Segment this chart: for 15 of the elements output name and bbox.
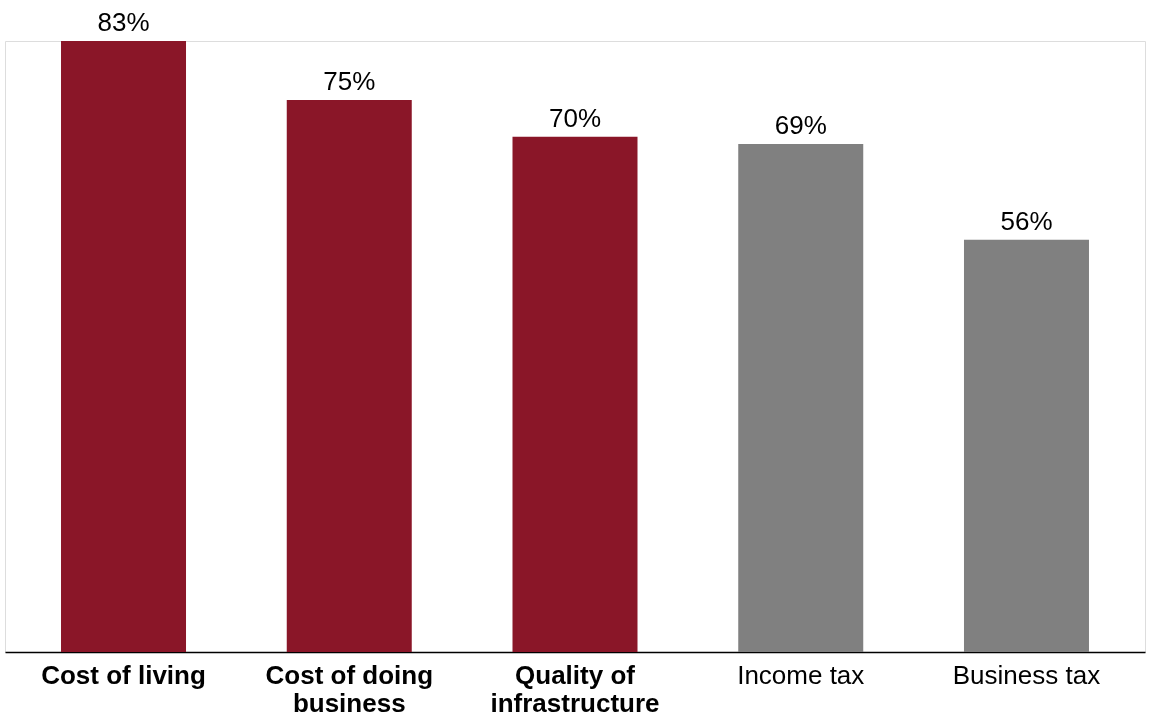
bar: [61, 41, 187, 652]
data-label: 70%: [548, 102, 602, 133]
x-tick-label: Business tax: [952, 659, 1101, 690]
x-tick-label: Cost of living: [41, 659, 206, 690]
x-tick-label: Income tax: [737, 659, 865, 690]
bar: [512, 136, 638, 652]
data-label: 69%: [774, 110, 827, 141]
x-tick-label: Cost of doing business: [265, 659, 434, 718]
bar: [738, 144, 864, 652]
bar: [286, 99, 412, 652]
data-label: 83%: [97, 7, 150, 37]
data-label: 75%: [323, 65, 376, 96]
x-tick-label: Quality of infrastructure: [490, 659, 660, 718]
bar: [963, 239, 1089, 652]
data-label: 56%: [1000, 205, 1053, 236]
